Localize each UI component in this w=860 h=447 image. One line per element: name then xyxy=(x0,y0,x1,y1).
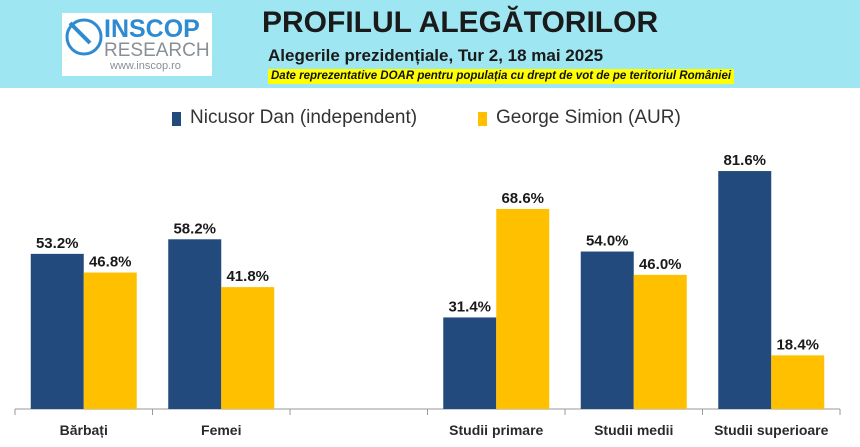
data-label-series-2: 18.4% xyxy=(776,336,819,353)
bar-series-1 xyxy=(168,239,222,409)
page-subtitle: Alegerile prezidențiale, Tur 2, 18 mai 2… xyxy=(268,46,604,65)
header-banner: INSCOP RESEARCH www.inscop.ro PROFILUL A… xyxy=(0,0,860,88)
logo-mark-icon xyxy=(65,18,103,56)
chart-marks: 53.2% 46.8% Bărbați 58.2% 41.8% Femei 31.4% 68.… xyxy=(14,152,841,438)
legend-label-series-2: George Simion (AUR) xyxy=(496,107,681,128)
disclaimer-note: Date reprezentative DOAR pentru populați… xyxy=(268,69,735,84)
x-tick-label: Studii primare xyxy=(449,422,543,438)
bar-series-2 xyxy=(771,355,825,409)
bar-series-1 xyxy=(718,171,772,409)
bar-series-1 xyxy=(30,253,84,409)
bar-series-2 xyxy=(221,287,275,409)
bar-series-2 xyxy=(83,272,137,409)
logo-text-inscop: INSCOP xyxy=(104,15,200,43)
bar-series-2 xyxy=(633,274,687,409)
data-label-series-1: 53.2% xyxy=(36,235,79,252)
bar-series-2 xyxy=(496,208,550,409)
data-label-series-2: 41.8% xyxy=(226,268,269,285)
legend-label-series-1: Nicusor Dan (independent) xyxy=(190,107,418,128)
legend-swatch-series-1 xyxy=(172,112,181,126)
bar-series-1 xyxy=(443,317,497,409)
data-label-series-2: 68.6% xyxy=(501,190,544,207)
x-tick-label: Studii superioare xyxy=(714,422,829,438)
inscop-logo: INSCOP RESEARCH www.inscop.ro xyxy=(62,13,212,76)
legend-swatch-series-2 xyxy=(478,112,487,126)
data-label-series-1: 54.0% xyxy=(586,233,629,250)
data-label-series-2: 46.8% xyxy=(89,254,132,271)
data-label-series-1: 81.6% xyxy=(723,152,766,169)
chart-legend: Nicusor Dan (independent) George Simion … xyxy=(0,106,860,130)
data-label-series-1: 31.4% xyxy=(448,298,491,315)
x-tick-label: Bărbați xyxy=(60,422,108,438)
page-title: PROFILUL ALEGĂTORILOR xyxy=(262,6,659,39)
logo-text-url: www.inscop.ro xyxy=(110,60,181,72)
x-tick-label: Femei xyxy=(201,422,241,438)
data-label-series-2: 46.0% xyxy=(639,256,682,273)
bar-series-1 xyxy=(580,251,634,409)
x-tick-label: Studii medii xyxy=(594,422,673,438)
data-label-series-1: 58.2% xyxy=(173,220,216,237)
logo-text-research: RESEARCH xyxy=(104,40,210,61)
